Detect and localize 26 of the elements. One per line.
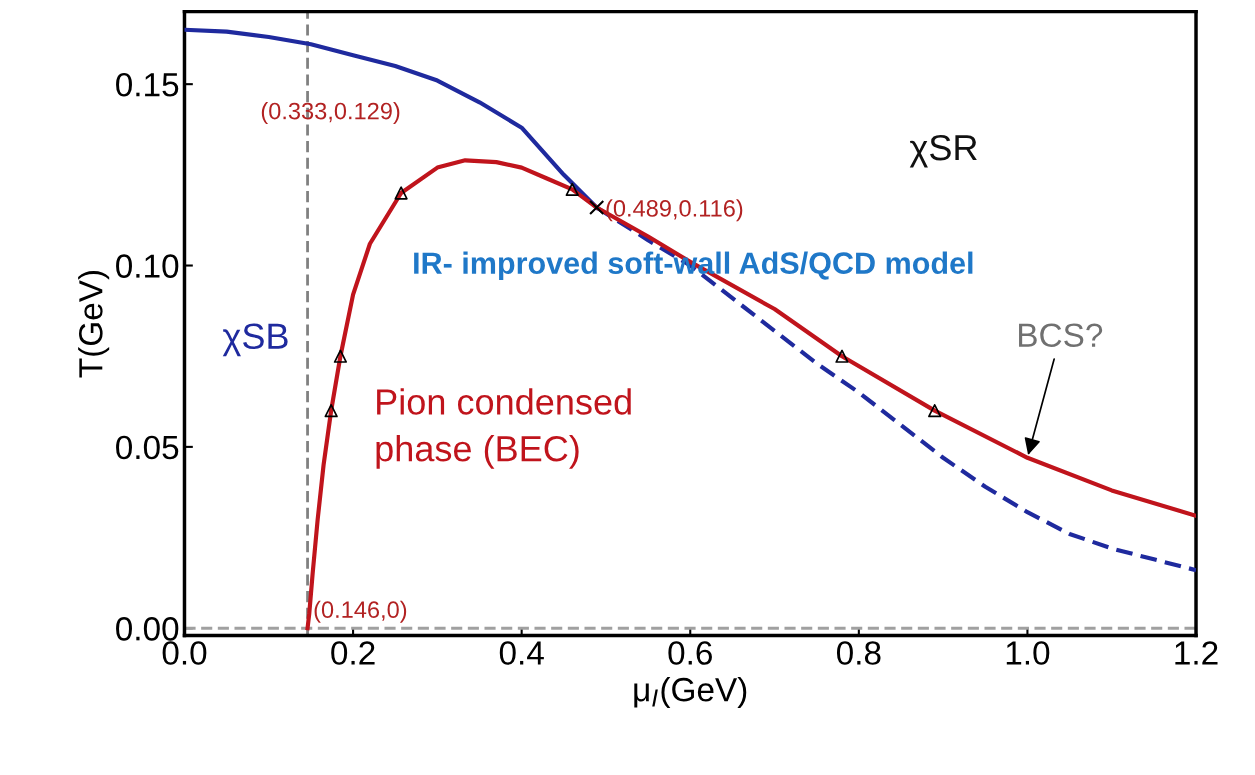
point bbox=[324, 403, 338, 418]
annotation: χSB bbox=[222, 323, 288, 357]
x-tick-label: 1.2 bbox=[1175, 641, 1218, 665]
point bbox=[928, 403, 942, 418]
y-tick-label: 0.15 bbox=[116, 72, 179, 97]
y-axis-title: T(GeV) bbox=[78, 271, 110, 378]
y-tick-label: 0.10 bbox=[116, 254, 179, 278]
annotation: (0.146,0) bbox=[314, 600, 407, 623]
x-tick-label: 0.4 bbox=[499, 641, 544, 665]
point bbox=[589, 199, 605, 216]
y-tick-label: 0.00 bbox=[116, 617, 179, 641]
x-tick-label: 0.6 bbox=[668, 641, 712, 665]
annotation: BCS? bbox=[1019, 323, 1103, 348]
point bbox=[394, 186, 408, 200]
annotation: (0.489,0.116) bbox=[606, 199, 743, 222]
point bbox=[565, 182, 579, 197]
x-tick-label: 0.2 bbox=[331, 641, 375, 665]
annotation: Pion condensed phase (BEC) bbox=[376, 388, 631, 469]
x-tick-label: 0.8 bbox=[836, 641, 881, 665]
y-tick-label: 0.05 bbox=[116, 435, 179, 460]
annotation: χSR bbox=[909, 134, 977, 168]
x-axis-title: μ$_{I}$(GeV) bbox=[634, 676, 747, 709]
x-tick-label: 1.0 bbox=[1006, 641, 1050, 665]
point bbox=[835, 349, 849, 363]
point bbox=[333, 349, 348, 363]
x-tick-label: 0.0 bbox=[162, 641, 207, 665]
